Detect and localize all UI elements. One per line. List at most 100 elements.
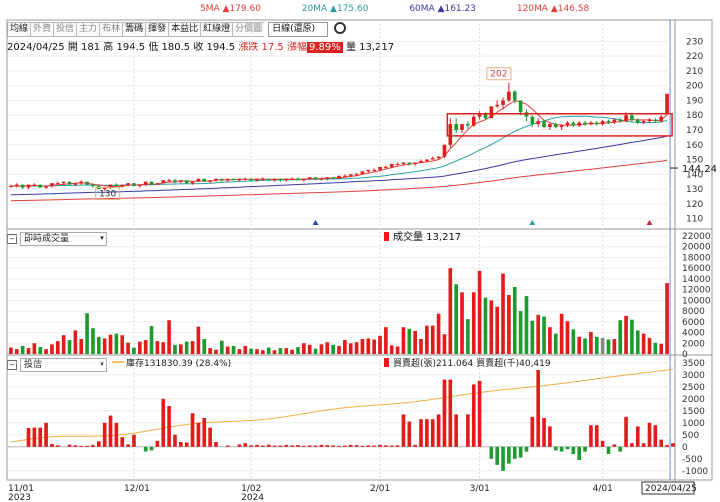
net-bar	[495, 446, 499, 465]
inst-indicator-select[interactable]: 投信	[20, 358, 107, 372]
net-bar	[179, 442, 183, 447]
tab-bollinger[interactable]: 布林	[99, 22, 123, 37]
candle	[108, 184, 113, 188]
volume-bar	[430, 325, 435, 354]
volume-bar	[389, 345, 394, 354]
net-bar	[85, 445, 89, 447]
x-axis-label: 3/01	[470, 484, 490, 494]
volume-bar	[38, 347, 43, 354]
candle	[360, 171, 365, 175]
candle	[530, 116, 535, 125]
candle	[44, 186, 48, 188]
net-bar	[425, 419, 429, 447]
volume-indicator-select[interactable]: 即時成交量	[20, 232, 107, 246]
tab-chips[interactable]: 籌碼	[122, 22, 146, 37]
volume-bar	[91, 328, 95, 354]
volume-bar	[290, 349, 294, 354]
volume-bar	[466, 319, 470, 354]
volume-bar	[96, 336, 101, 354]
candle	[184, 180, 189, 184]
ma5-legend: 5MA ▲179.60	[200, 4, 261, 14]
volume-bar	[483, 297, 488, 354]
candle	[536, 121, 541, 125]
candle	[55, 183, 60, 185]
tab-ma[interactable]: 均線	[7, 22, 31, 37]
candle	[419, 161, 423, 163]
candle	[477, 113, 482, 117]
candle	[647, 119, 652, 122]
net-bar	[360, 445, 365, 447]
candle	[196, 178, 201, 182]
ma20-line	[10, 115, 668, 187]
volume-bar	[313, 348, 318, 354]
volume-legend-swatch	[384, 232, 389, 241]
candle	[225, 178, 230, 181]
volume-bar	[454, 284, 458, 354]
net-bar	[501, 446, 505, 471]
candle	[331, 177, 335, 179]
tab-foreign[interactable]: 外資	[30, 22, 54, 37]
volume-bar	[55, 341, 60, 354]
candle	[518, 100, 523, 113]
tab-trust[interactable]: 投信	[53, 22, 77, 37]
net-bar	[594, 425, 599, 447]
candle	[120, 184, 125, 187]
net-bar	[653, 425, 658, 447]
volume-bar	[594, 336, 599, 354]
candle	[167, 180, 171, 182]
volume-bar	[501, 273, 505, 354]
tab-volatility[interactable]: 揮發	[145, 22, 169, 37]
collapse-icon[interactable]: −	[7, 234, 17, 244]
candle	[272, 178, 277, 181]
candle	[378, 166, 382, 170]
gear-icon[interactable]	[334, 22, 347, 34]
volume-tick-label: 22000	[682, 232, 711, 242]
net-bar	[149, 446, 154, 451]
candle	[96, 186, 101, 190]
volume-bar	[284, 348, 289, 354]
volume-bar	[243, 345, 248, 354]
net-bar	[589, 425, 593, 447]
net-bar	[313, 445, 318, 447]
candle	[126, 183, 130, 185]
candle	[173, 180, 177, 182]
candle	[571, 122, 576, 126]
candle	[284, 178, 289, 181]
tab-pe[interactable]: 本益比	[168, 22, 201, 37]
candle	[38, 184, 43, 188]
candle	[372, 169, 376, 171]
ma60-legend: 60MA ▲161.23	[409, 4, 476, 14]
volume-bar	[348, 343, 353, 354]
candle	[296, 178, 300, 181]
pct-label: 漲幅	[286, 42, 307, 53]
volume-bar	[296, 347, 300, 354]
net-bar	[225, 445, 230, 447]
volume-bar	[477, 270, 482, 354]
net-bar	[38, 427, 43, 447]
tab-traffic-light[interactable]: 紅綠燈	[200, 22, 233, 37]
net-bar	[190, 413, 195, 447]
candle	[483, 113, 488, 119]
candle	[243, 178, 248, 180]
net-bar	[79, 445, 84, 447]
candle	[507, 91, 511, 101]
net-bar	[618, 446, 623, 452]
candle	[495, 104, 499, 107]
volume-bar	[307, 344, 312, 354]
period-select[interactable]: 日線(還原)	[268, 22, 329, 37]
net-bar	[184, 442, 189, 447]
inventory-line	[10, 368, 673, 443]
tab-major[interactable]: 主力	[76, 22, 100, 37]
net-bar	[366, 445, 371, 447]
net-bar	[214, 442, 218, 447]
volume-tick-label: 8000	[682, 307, 705, 317]
candle	[635, 119, 640, 123]
volume-bar	[553, 333, 558, 354]
volume-bar	[536, 314, 541, 354]
net-bar	[143, 446, 148, 452]
collapse-icon[interactable]: −	[7, 360, 17, 370]
candle	[79, 181, 84, 184]
net-bar	[67, 444, 72, 447]
tab-price-dist[interactable]: 分價圖	[232, 22, 265, 37]
